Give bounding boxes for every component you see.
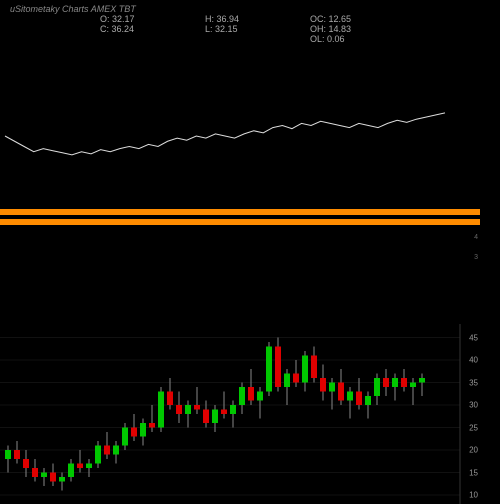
- candle: [392, 378, 398, 387]
- y-axis-tick: 40: [469, 356, 478, 365]
- candle: [401, 378, 407, 387]
- candle: [320, 378, 326, 392]
- y-axis-tick: 25: [469, 423, 478, 432]
- stat-oh: OH: 14.83: [310, 24, 365, 34]
- stat-low: L: 32.15: [205, 24, 260, 34]
- candle: [14, 450, 20, 459]
- candle: [356, 392, 362, 406]
- stat-high: H: 36.94: [205, 14, 260, 24]
- y-axis-tick: 30: [469, 401, 478, 410]
- candle: [347, 392, 353, 401]
- candle: [167, 392, 173, 406]
- candle: [239, 387, 245, 405]
- candle: [149, 423, 155, 428]
- candle: [383, 378, 389, 387]
- candle: [311, 356, 317, 379]
- chart-plot-area: 431015202530354045: [0, 44, 480, 504]
- candle: [104, 446, 110, 455]
- candle: [374, 378, 380, 396]
- y-axis-tick: 20: [469, 446, 478, 455]
- stat-close: C: 36.24: [100, 24, 155, 34]
- candle: [158, 392, 164, 428]
- candle: [32, 468, 38, 477]
- candle: [257, 392, 263, 401]
- candle: [419, 378, 425, 383]
- chart-title: uSitometaky Charts AMEX TBT: [0, 4, 500, 14]
- stat-open: O: 32.17: [100, 14, 155, 24]
- candle: [68, 464, 74, 478]
- candle: [41, 473, 47, 478]
- candle: [338, 383, 344, 401]
- stat-empty1: [100, 34, 155, 44]
- candle: [410, 383, 416, 388]
- candle: [329, 383, 335, 392]
- stat-empty2: [205, 34, 260, 44]
- candle: [212, 410, 218, 424]
- y-axis-tick: 15: [469, 468, 478, 477]
- candle: [302, 356, 308, 383]
- candle: [284, 374, 290, 388]
- candle: [221, 410, 227, 415]
- candle: [122, 428, 128, 446]
- stat-ol: OL: 0.06: [310, 34, 365, 44]
- candle: [113, 446, 119, 455]
- chart-svg: [0, 44, 480, 504]
- candle: [95, 446, 101, 464]
- candle: [23, 459, 29, 468]
- candle: [230, 405, 236, 414]
- candle: [86, 464, 92, 469]
- candle: [203, 410, 209, 424]
- candle: [293, 374, 299, 383]
- candle: [176, 405, 182, 414]
- candle: [77, 464, 83, 469]
- candle: [5, 450, 11, 459]
- candle: [365, 396, 371, 405]
- candle: [194, 405, 200, 410]
- candle: [275, 347, 281, 388]
- candle: [248, 387, 254, 401]
- indicator-line: [5, 113, 445, 155]
- candle: [50, 473, 56, 482]
- candle: [185, 405, 191, 414]
- candle: [266, 347, 272, 392]
- y-axis-tick: 45: [469, 333, 478, 342]
- candle: [131, 428, 137, 437]
- ohlc-row-3: OL: 0.06: [0, 34, 500, 44]
- chart-header: uSitometaky Charts AMEX TBT O: 32.17 H: …: [0, 0, 500, 44]
- candle: [140, 423, 146, 437]
- stat-oc: OC: 12.65: [310, 14, 365, 24]
- y-axis-tick: 10: [469, 491, 478, 500]
- ohlc-row-2: C: 36.24 L: 32.15 OH: 14.83: [0, 24, 500, 34]
- y-axis-tick: 35: [469, 378, 478, 387]
- ohlc-row-1: O: 32.17 H: 36.94 OC: 12.65: [0, 14, 500, 24]
- candle: [59, 477, 65, 482]
